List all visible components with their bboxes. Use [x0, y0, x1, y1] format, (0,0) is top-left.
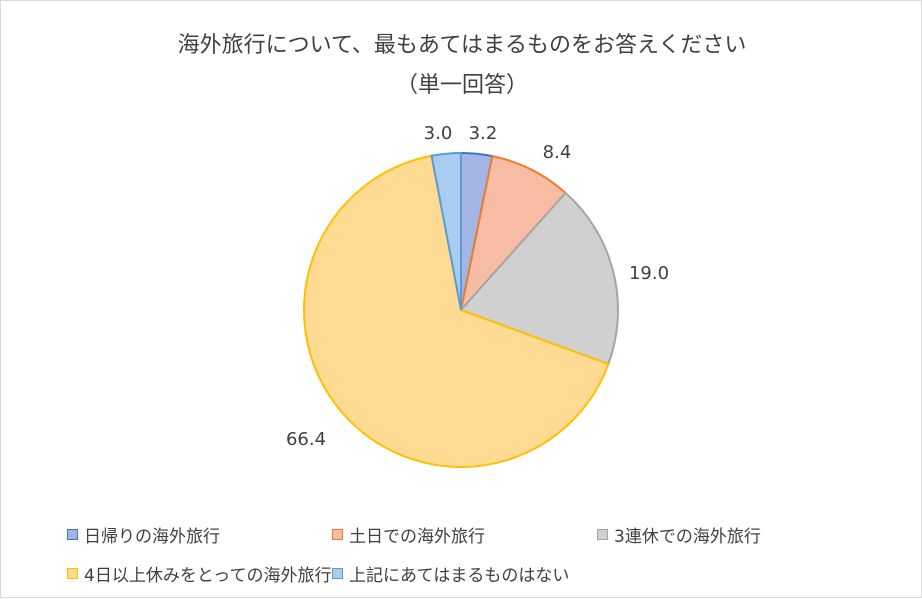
chart-title: 海外旅行について、最もあてはまるものをお答えください [177, 33, 747, 58]
pie-slices [303, 151, 619, 468]
legend-label-4: 4日以上休みをとっての海外旅行 [84, 566, 332, 586]
data-label-5: 3.0 [424, 123, 453, 144]
legend-label-5: 上記にあてはまるものはない [349, 566, 570, 586]
legend-label-1: 日帰りの海外旅行 [84, 527, 220, 547]
legend-label-2: 土日での海外旅行 [349, 527, 485, 547]
legend-swatch-2 [332, 529, 343, 540]
legend-item-2: 土日での海外旅行 [332, 522, 485, 547]
pie-slice-4 [303, 154, 610, 468]
legend-swatch-3 [597, 529, 608, 540]
data-label-2: 8.4 [543, 142, 572, 163]
pie-slice-5 [430, 151, 462, 311]
legend-item-1: 日帰りの海外旅行 [67, 522, 220, 547]
data-label-3: 19.0 [629, 263, 669, 284]
legend-item-4: 4日以上休みをとっての海外旅行 [67, 561, 331, 586]
legend-label-3: 3連休での海外旅行 [614, 527, 761, 547]
legend-swatch-5 [332, 568, 343, 579]
chart-subtitle: （単一回答） [395, 73, 528, 98]
data-label-4: 66.4 [286, 429, 326, 450]
legend-swatch-4 [67, 568, 78, 579]
data-labels: 3.2 8.4 19.0 66.4 3.0 [286, 123, 669, 450]
legend-item-3: 3連休での海外旅行 [597, 522, 761, 547]
legend-item-5: 上記にあてはまるものはない [332, 561, 569, 586]
pie-slice-3 [459, 191, 619, 366]
data-label-1: 3.2 [469, 123, 498, 144]
legend-swatch-1 [67, 529, 78, 540]
